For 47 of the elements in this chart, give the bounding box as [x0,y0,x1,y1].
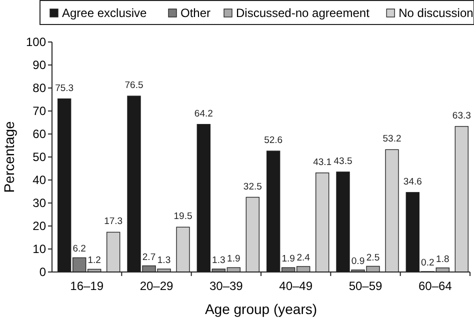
y-tick-label: 10 [32,242,46,256]
data-label: 75.3 [55,82,74,94]
x-tick-label: 50–59 [348,279,383,293]
y-tick-label: 0 [39,265,46,280]
y-tick-label: 60 [32,127,46,142]
legend-label: Other [180,6,211,20]
y-tick-label: 70 [32,104,46,118]
x-tick-label: 40–49 [279,279,313,293]
data-label: 19.5 [174,211,192,222]
x-axis-title: Age group (years) [204,301,318,317]
data-label: 1.9 [282,254,295,265]
y-tick-label: 100 [26,35,46,50]
data-label: 43.1 [313,156,332,168]
data-label: 1.9 [227,254,240,265]
data-label: 43.5 [334,156,352,167]
legend-label: Agree exclusive [62,6,148,20]
data-label: 0.9 [351,256,365,267]
x-tick-label: 16–19 [70,279,104,293]
data-label: 1.3 [212,255,226,266]
data-label: 0.2 [421,258,434,269]
data-label: 52.6 [264,135,283,146]
y-tick-label: 80 [32,81,46,96]
x-tick-label: 60–64 [418,279,452,293]
data-label: 53.2 [382,134,402,145]
data-label: 1.8 [436,254,450,265]
data-label: 32.5 [243,181,262,192]
legend-label: Discussed-no agreement [236,6,370,20]
data-label: 6.2 [72,244,86,255]
data-label: 76.5 [124,80,144,92]
data-label: 17.3 [104,216,123,228]
data-label: 2.5 [366,252,380,264]
y-tick-label: 30 [32,196,46,210]
data-label: 2.7 [142,252,156,263]
y-axis-title: Percentage [1,120,17,193]
x-tick-label: 20–29 [140,279,174,293]
data-label: 63.3 [452,110,471,122]
data-label: 1.3 [157,255,171,266]
data-label: 64.2 [194,108,213,120]
data-label: 34.6 [403,176,422,188]
data-label: 1.2 [88,255,101,266]
data-label: 2.4 [296,252,310,264]
y-tick-label: 20 [32,219,46,234]
y-tick-label: 50 [32,150,46,164]
x-tick-label: 30–39 [209,279,244,293]
y-tick-label: 90 [32,58,46,72]
legend-label: No discussion [398,6,474,20]
y-tick-label: 40 [32,173,46,188]
